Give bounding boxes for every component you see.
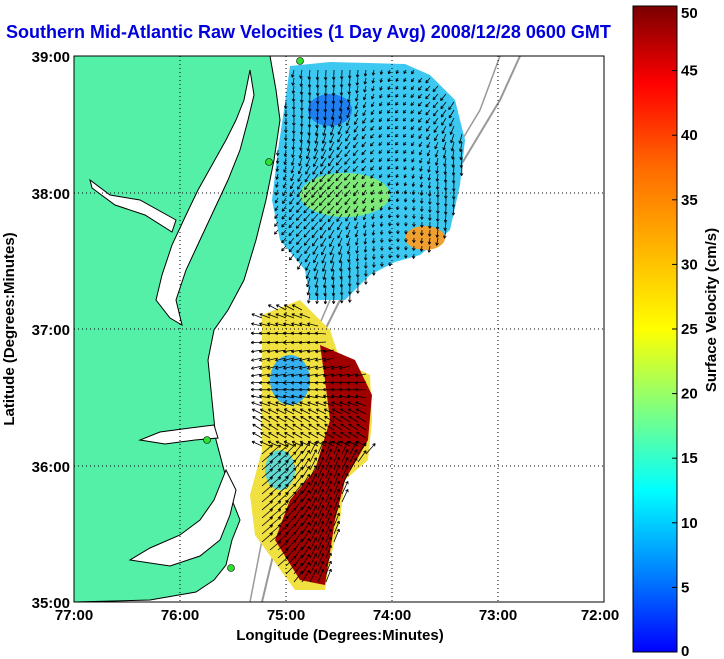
colorbar-tick-label: 40 bbox=[681, 127, 698, 144]
x-tick-label: 77:00 bbox=[55, 607, 93, 624]
y-tick-label: 37:00 bbox=[32, 322, 70, 339]
colorbar bbox=[632, 5, 678, 653]
colorbar-tick-label: 45 bbox=[681, 63, 698, 80]
velocity-vectors bbox=[250, 69, 464, 583]
colorbar-tick-label: 5 bbox=[681, 579, 689, 596]
x-tick-label: 74:00 bbox=[373, 607, 411, 624]
y-tick-label: 39:00 bbox=[32, 49, 70, 66]
colorbar-tick-label: 10 bbox=[681, 515, 698, 532]
x-tick-label: 76:00 bbox=[161, 607, 199, 624]
pamlico-sound bbox=[128, 468, 237, 567]
y-tick-label: 38:00 bbox=[32, 186, 70, 203]
albemarle-sound bbox=[138, 424, 219, 445]
y-tick-label: 35:00 bbox=[32, 595, 70, 612]
velocity-vector-arrows bbox=[250, 69, 464, 583]
velocity-patch-orange bbox=[405, 226, 445, 250]
x-tick-label: 75:00 bbox=[267, 607, 305, 624]
colorbar-ticks: 0 5 10 15 20 25 30 35 40 45 50 bbox=[672, 5, 698, 659]
colorbar-label: Surface Velocity (cm/s) bbox=[703, 228, 720, 392]
colorbar-tick-label: 30 bbox=[681, 256, 698, 273]
radar-site-marker bbox=[296, 57, 304, 65]
radar-site-marker bbox=[227, 564, 235, 572]
y-tick-label: 36:00 bbox=[32, 459, 70, 476]
velocity-patch-blue bbox=[308, 94, 352, 126]
colorbar-tick-label: 35 bbox=[681, 192, 698, 209]
x-axis-label: Longitude (Degrees:Minutes) bbox=[236, 627, 444, 644]
potomac-river bbox=[89, 178, 177, 233]
chesapeake-bay bbox=[155, 69, 255, 327]
colorbar-tick-label: 0 bbox=[681, 643, 689, 659]
x-tick-label: 72:00 bbox=[581, 607, 619, 624]
y-axis-ticks: 39:00 38:00 37:00 36:00 35:00 bbox=[32, 49, 70, 612]
colorbar-tick-label: 25 bbox=[681, 321, 698, 338]
y-axis-label: Latitude (Degrees:Minutes) bbox=[1, 232, 18, 425]
colorbar-tick-label: 20 bbox=[681, 386, 698, 403]
colorbar-tick-label: 50 bbox=[681, 5, 698, 22]
coastline-land bbox=[74, 56, 281, 602]
x-axis-ticks: 77:00 76:00 75:00 74:00 73:00 72:00 bbox=[55, 607, 619, 624]
map-grid bbox=[74, 56, 604, 602]
radar-site-marker bbox=[203, 436, 211, 444]
colorbar-tick-label: 15 bbox=[681, 450, 698, 467]
plot-frame bbox=[73, 55, 605, 603]
map-title: Southern Mid-Atlantic Raw Velocities (1 … bbox=[6, 22, 611, 42]
radar-site-marker bbox=[265, 158, 273, 166]
x-tick-label: 73:00 bbox=[479, 607, 517, 624]
